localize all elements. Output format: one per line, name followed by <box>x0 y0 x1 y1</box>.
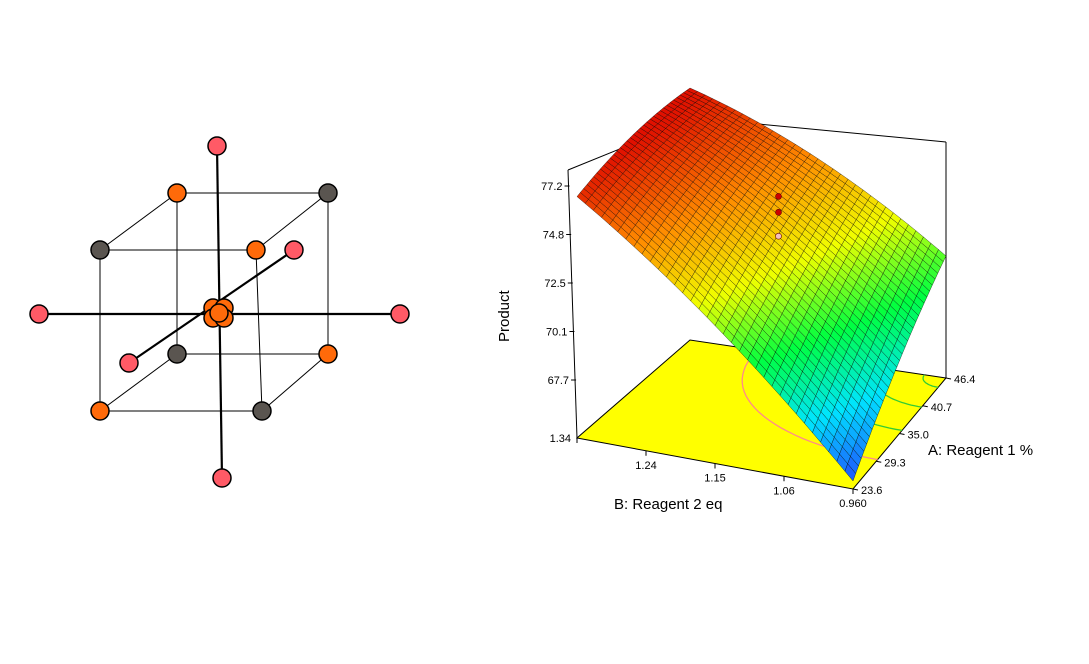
cube-edges <box>99 192 329 412</box>
center-points <box>203 298 234 328</box>
design-points <box>775 193 782 240</box>
star-point <box>212 468 232 488</box>
central-composite-design-diagram <box>29 136 410 488</box>
factorial-point <box>252 401 272 421</box>
z-tick-label: 67.7 <box>548 375 569 387</box>
center-point <box>209 303 229 323</box>
star-point <box>29 304 49 324</box>
b-axis-ticks: 1.34 1.24 1.15 1.06 0.960 <box>550 433 867 510</box>
star-points <box>29 136 410 488</box>
a-tick-label: 35.0 <box>908 430 929 442</box>
b-tick-label: 0.960 <box>839 498 867 510</box>
b-tick-label: 1.24 <box>635 460 656 472</box>
factorial-point <box>167 344 187 364</box>
z-tick-label: 77.2 <box>541 181 562 193</box>
factorial-point <box>90 401 110 421</box>
design-point <box>775 209 782 216</box>
star-point <box>284 240 304 260</box>
factorial-point <box>246 240 266 260</box>
a-tick-mark <box>899 433 905 435</box>
a-tick-mark <box>876 460 882 463</box>
a-tick-mark <box>945 377 952 380</box>
design-point <box>775 232 782 240</box>
factorial-point <box>318 344 338 364</box>
z-tick-label: 70.1 <box>546 327 567 339</box>
z-tick-label: 74.8 <box>543 230 564 242</box>
contour-line <box>922 374 939 388</box>
z-axis-label: Product <box>496 289 513 342</box>
b-tick-label: 1.34 <box>550 433 571 445</box>
star-point <box>207 136 227 156</box>
a-tick-label: 29.3 <box>884 457 905 469</box>
surface-mesh <box>576 87 947 482</box>
factorial-point <box>90 240 110 260</box>
z-axis-ticks: 67.7 70.1 72.5 74.8 77.2 <box>541 181 577 387</box>
factorial-points <box>90 183 338 421</box>
a-axis-ticks: 23.6 29.3 35.0 40.7 46.4 <box>852 374 975 497</box>
a-tick-mark <box>922 405 928 408</box>
star-point <box>390 304 410 324</box>
a-tick-label: 40.7 <box>931 402 952 414</box>
a-tick-label: 23.6 <box>861 485 882 497</box>
response-surface-chart: 67.7 70.1 72.5 74.8 77.2 1.34 1.24 1.15 1.06 0.9… <box>496 87 1033 513</box>
design-point <box>775 193 782 200</box>
a-tick-label: 46.4 <box>954 374 975 386</box>
factorial-point <box>318 183 338 203</box>
factorial-point <box>167 183 187 203</box>
a-axis-label: A: Reagent 1 % <box>928 442 1033 459</box>
b-tick-label: 1.06 <box>773 485 794 497</box>
a-tick-mark <box>852 488 859 491</box>
star-point <box>119 353 139 373</box>
b-tick-label: 1.15 <box>704 473 725 485</box>
surface-cell <box>576 192 589 204</box>
b-axis-label: B: Reagent 2 eq <box>614 496 722 513</box>
z-tick-label: 72.5 <box>544 278 565 290</box>
